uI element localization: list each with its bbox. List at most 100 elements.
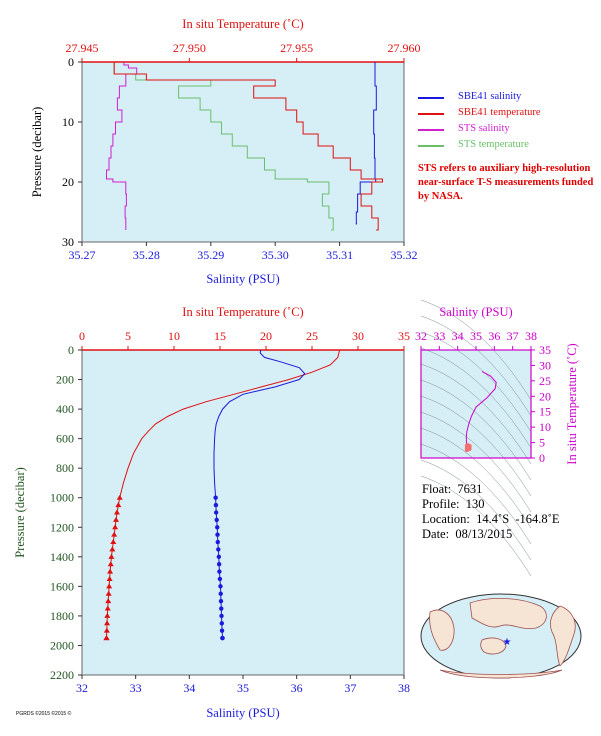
left-axis-title: Pressure (decibar) — [30, 107, 44, 198]
legend-label: SBE41 salinity — [458, 91, 522, 102]
density-contour — [420, 459, 532, 561]
left-tick-label: 1000 — [50, 491, 74, 505]
salinity-marker — [213, 495, 218, 500]
float-location-marker: ★ — [503, 637, 512, 648]
right-tick-label: 0 — [539, 451, 545, 465]
right-axis-title: In situ Temperature (˚C) — [565, 343, 579, 464]
top-tick-label: 10 — [168, 329, 180, 343]
top-tick-label: 38 — [525, 329, 537, 343]
top-tick-label: 27.945 — [66, 41, 99, 55]
plot-area — [81, 349, 405, 676]
top-tick-label: 36 — [488, 329, 500, 343]
map-land-australia — [480, 637, 507, 655]
map-land-antarctica — [439, 669, 563, 679]
right-tick-label: 35 — [539, 343, 551, 357]
bottom-tick-label: 36 — [291, 681, 303, 695]
temperature-marker — [103, 635, 110, 641]
temperature-marker — [111, 531, 118, 537]
salinity-marker — [216, 562, 222, 567]
temperature-marker — [104, 612, 111, 618]
bottom-tick-label: 35.29 — [197, 248, 224, 262]
float-id: Float: 7631 — [422, 482, 483, 496]
density-contour — [420, 475, 532, 577]
density-contour — [420, 379, 532, 481]
bottom-tick-label: 34 — [183, 681, 195, 695]
series-sbe41-salinity — [213, 349, 306, 639]
bottom-tick-label: 38 — [398, 681, 410, 695]
left-tick-label: 20 — [62, 175, 74, 189]
top-tick-label: 27.960 — [388, 41, 421, 55]
temperature-marker — [107, 561, 114, 567]
right-tick-label: 30 — [539, 358, 551, 372]
temperature-marker — [113, 516, 120, 522]
top-tick-label: 0 — [79, 329, 85, 343]
near-surface-plot: 27.945 27.950 27.955 27.960 In situ Temperat… — [30, 17, 421, 286]
top-tick-label: 32 — [415, 329, 427, 343]
temperature-marker — [106, 575, 113, 581]
salinity-marker — [215, 525, 220, 530]
salinity-marker — [217, 569, 222, 574]
full-profile-plot: 0 5 10 15 20 25 30 35 In situ Temperature (˚C) 32… — [13, 305, 410, 720]
left-axis-title: Pressure (decibar) — [13, 467, 27, 558]
ts-point — [465, 443, 470, 448]
top-tick-label: 20 — [260, 329, 272, 343]
temperature-marker — [115, 502, 122, 508]
left-tick-label: 400 — [56, 402, 74, 416]
left-tick-label: 30 — [62, 235, 74, 249]
bottom-tick-label: 35.32 — [391, 248, 418, 262]
left-tick-label: 800 — [56, 461, 74, 475]
map-land-africa — [429, 609, 455, 651]
top-tick-label: 34 — [452, 329, 464, 343]
salinity-marker — [217, 576, 223, 582]
top-tick-label: 27.955 — [280, 41, 313, 55]
salinity-marker — [219, 628, 225, 633]
left-tick-label: 0 — [68, 343, 74, 357]
left-tick-label: 10 — [62, 115, 74, 129]
float-location: Location: 14.4˚S -164.8˚E — [422, 512, 560, 526]
density-contour — [420, 427, 532, 529]
profile-number: Profile: 130 — [422, 497, 485, 511]
top-tick-label: 35 — [398, 329, 410, 343]
top-tick-label: 25 — [306, 329, 318, 343]
bottom-tick-label: 32 — [76, 681, 88, 695]
top-axis-title: Salinity (PSU) — [439, 305, 512, 319]
density-contour — [420, 363, 532, 465]
salinity-marker — [218, 598, 224, 604]
legend-line — [418, 97, 444, 99]
salinity-marker — [215, 532, 220, 537]
bottom-tick-label: 35.30 — [262, 248, 289, 262]
left-tick-label: 1800 — [50, 609, 74, 623]
bottom-axis-title: Salinity (PSU) — [206, 706, 279, 720]
right-tick-label: 25 — [539, 374, 551, 388]
temperature-marker — [110, 539, 117, 545]
legend-label: STS temperature — [458, 139, 529, 150]
salinity-marker — [216, 547, 221, 552]
right-tick-label: 5 — [539, 436, 545, 450]
salinity-marker — [213, 502, 219, 508]
salinity-marker — [219, 621, 225, 626]
footer-credit: PGRDS ©2015 ©2015 © — [16, 711, 72, 717]
left-tick-label: 1600 — [50, 579, 74, 593]
series-sbe41-temperature — [113, 62, 383, 231]
temperature-marker — [113, 509, 120, 515]
top-tick-label: 35 — [470, 329, 482, 343]
salinity-marker — [219, 606, 224, 611]
top-tick-label: 37 — [507, 329, 519, 343]
right-tick-label: 20 — [539, 389, 551, 403]
top-tick-label: 27.950 — [173, 41, 206, 55]
legend-line — [418, 113, 444, 115]
salinity-marker — [219, 613, 224, 619]
salinity-marker — [214, 517, 219, 523]
top-tick-label: 30 — [352, 329, 364, 343]
series-sbe41-temperature — [105, 349, 341, 639]
density-contour — [420, 347, 532, 449]
bottom-tick-label: 35.31 — [326, 248, 353, 262]
map-land-americas — [550, 605, 576, 667]
top-axis-title: In situ Temperature (˚C) — [182, 17, 303, 31]
bottom-tick-label: 35.27 — [69, 248, 96, 262]
top-tick-label: 5 — [125, 329, 131, 343]
salinity-marker — [218, 591, 223, 596]
temperature-marker — [108, 553, 115, 559]
legend-label: SBE41 temperature — [458, 107, 541, 118]
